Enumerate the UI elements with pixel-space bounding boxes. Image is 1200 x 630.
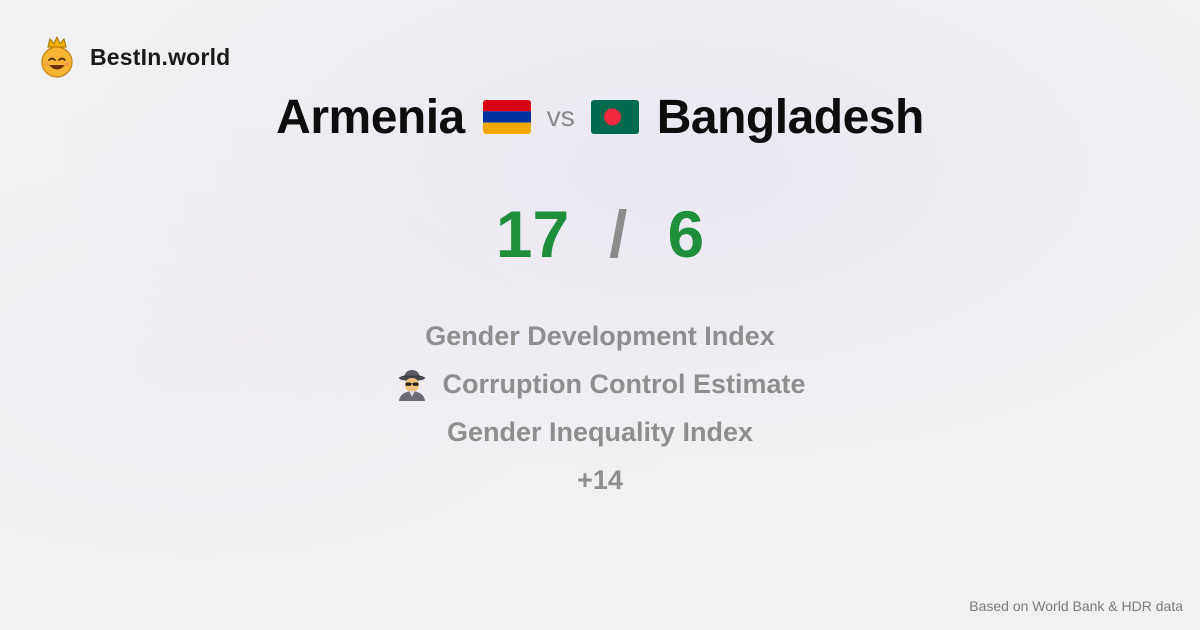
data-source-note: Based on World Bank & HDR data bbox=[969, 598, 1183, 614]
brand[interactable]: BestIn.world bbox=[38, 36, 230, 78]
bangladesh-flag-icon bbox=[590, 100, 639, 134]
country-a-name: Armenia bbox=[276, 90, 465, 144]
metric-label: +14 bbox=[577, 464, 623, 495]
metric-more-count: +14 bbox=[0, 456, 1200, 504]
score-separator: / bbox=[609, 197, 628, 271]
score-country-a: 17 bbox=[495, 197, 570, 271]
metric-item: Gender Development Index bbox=[0, 312, 1200, 360]
score: 17 / 6 bbox=[0, 192, 1200, 276]
comparison-title: Armenia vs Bangladesh bbox=[0, 84, 1200, 150]
detective-icon bbox=[398, 370, 425, 401]
metric-label: Corruption Control Estimate bbox=[442, 368, 806, 399]
vs-label: vs bbox=[546, 101, 575, 132]
metric-item: Gender Inequality Index bbox=[0, 408, 1200, 456]
armenia-flag-icon bbox=[482, 100, 531, 134]
brand-name: BestIn.world bbox=[90, 43, 231, 70]
metric-label: Gender Development Index bbox=[425, 320, 775, 351]
crowned-smiley-icon bbox=[41, 36, 73, 78]
metrics-list: Gender Development Index Corruption Cont… bbox=[0, 312, 1200, 504]
metric-label: Gender Inequality Index bbox=[446, 416, 754, 447]
metric-item: Corruption Control Estimate bbox=[0, 360, 1200, 408]
score-country-b: 6 bbox=[667, 197, 705, 271]
country-b-name: Bangladesh bbox=[656, 90, 925, 144]
